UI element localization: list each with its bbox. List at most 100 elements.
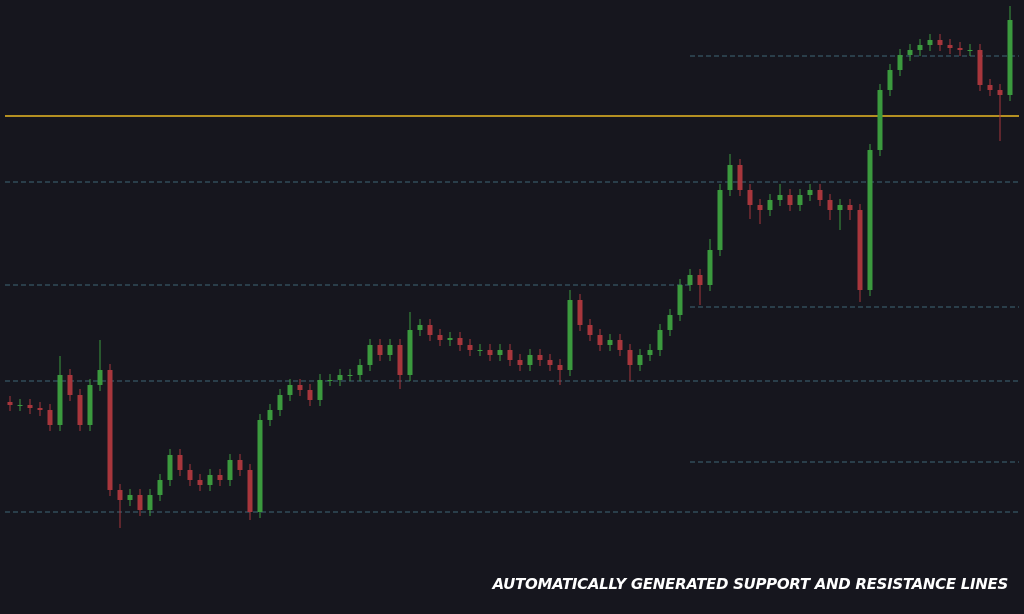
candle-body <box>267 410 273 420</box>
candle-body <box>687 275 693 285</box>
candle-body <box>287 385 293 395</box>
candle-body <box>667 315 673 330</box>
candle-body <box>857 210 863 290</box>
candle-body <box>77 395 83 425</box>
candle-body <box>357 365 363 375</box>
candle-body <box>997 90 1003 95</box>
candles <box>7 6 1013 528</box>
candle-body <box>747 190 753 205</box>
levels <box>5 55 1019 513</box>
candle-body <box>1007 20 1013 95</box>
candle-body <box>947 45 953 48</box>
candle-body <box>237 460 243 470</box>
candle-body <box>467 345 473 350</box>
candle-body <box>187 470 193 480</box>
candle-body <box>537 355 543 360</box>
candle-body <box>577 300 583 325</box>
candle-body <box>157 480 163 495</box>
candle-body <box>967 50 973 51</box>
candle-body <box>487 350 493 355</box>
candle-body <box>297 385 303 390</box>
candle-body <box>457 338 463 345</box>
candle-body <box>677 285 683 315</box>
candle-body <box>657 330 663 350</box>
candle-body <box>847 205 853 210</box>
candle-body <box>957 48 963 50</box>
candle-body <box>207 475 213 485</box>
candle-body <box>917 45 923 50</box>
candle-body <box>127 495 133 500</box>
candle-body <box>17 405 23 406</box>
candle-body <box>767 200 773 210</box>
candle-body <box>247 470 253 512</box>
candle-body <box>897 55 903 70</box>
candle-body <box>827 200 833 210</box>
candle-body <box>817 190 823 200</box>
candle-body <box>177 455 183 470</box>
candle-body <box>737 165 743 190</box>
candle-body <box>707 250 713 285</box>
candle-body <box>497 350 503 355</box>
candle-body <box>587 325 593 335</box>
candle-body <box>597 335 603 345</box>
candle-body <box>777 195 783 200</box>
candle-body <box>617 340 623 350</box>
candle-body <box>627 350 633 365</box>
candle-body <box>807 190 813 195</box>
candle-body <box>447 338 453 340</box>
candle-body <box>167 455 173 480</box>
candle-body <box>787 195 793 205</box>
candle-body <box>397 345 403 375</box>
candle-body <box>637 355 643 365</box>
candle-body <box>107 370 113 490</box>
candle-body <box>137 495 143 510</box>
candle-body <box>327 380 333 381</box>
candle-body <box>427 325 433 335</box>
candle-body <box>257 420 263 512</box>
candle-body <box>337 375 343 380</box>
candle-body <box>377 345 383 355</box>
candle-body <box>67 375 73 395</box>
candle-body <box>97 370 103 385</box>
candle-body <box>757 205 763 210</box>
candle-body <box>227 460 233 480</box>
candle-body <box>607 340 613 345</box>
candle-body <box>317 380 323 400</box>
candle-body <box>697 275 703 285</box>
candle-body <box>877 90 883 150</box>
candle-body <box>147 495 153 510</box>
candle-body <box>557 365 563 370</box>
candle-body <box>277 395 283 410</box>
candle-body <box>727 165 733 190</box>
candle-body <box>527 355 533 365</box>
candle-body <box>217 475 223 480</box>
candle-body <box>547 360 553 365</box>
candle-body <box>977 50 983 85</box>
candle-body <box>987 85 993 90</box>
candle-body <box>117 490 123 500</box>
candle-body <box>907 50 913 55</box>
candle-body <box>797 195 803 205</box>
candle-body <box>37 408 43 410</box>
candle-body <box>477 350 483 351</box>
candle-body <box>87 385 93 425</box>
candle-body <box>517 360 523 365</box>
candle-body <box>367 345 373 365</box>
candle-body <box>47 410 53 425</box>
candle-body <box>437 335 443 340</box>
candle-body <box>7 402 13 405</box>
candle-body <box>57 375 63 425</box>
candle-body <box>837 205 843 210</box>
candle-body <box>937 40 943 45</box>
candle-body <box>407 330 413 375</box>
candle-body <box>717 190 723 250</box>
candle-body <box>387 345 393 355</box>
candle-body <box>867 150 873 290</box>
caption: AUTOMATICALLY GENERATED SUPPORT AND RESI… <box>492 575 1008 593</box>
candle-body <box>347 375 353 376</box>
candle-body <box>27 405 33 408</box>
candle-body <box>197 480 203 485</box>
candle-body <box>927 40 933 45</box>
